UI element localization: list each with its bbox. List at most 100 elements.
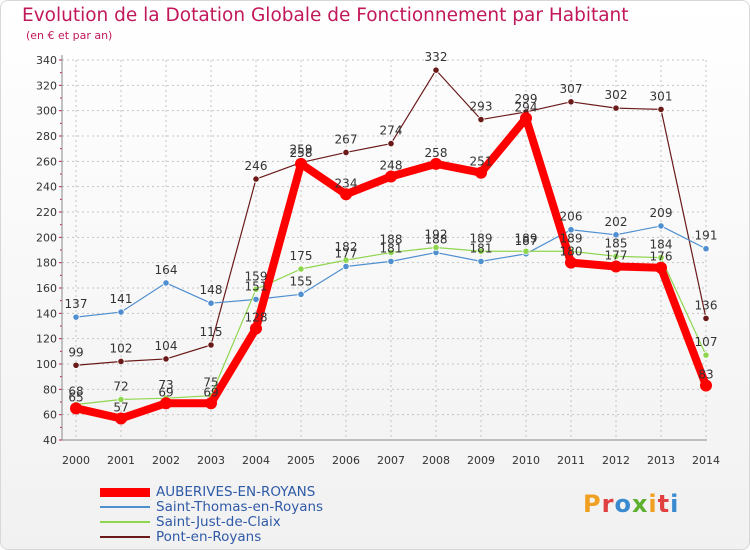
logo-letter: i	[670, 490, 680, 518]
data-point	[655, 261, 667, 274]
legend-swatch-saint-just	[100, 521, 150, 523]
x-tick-label: 2003	[197, 454, 225, 467]
series-layer	[70, 66, 712, 425]
series-auberives	[70, 112, 712, 425]
data-point	[657, 254, 665, 262]
data-label: 189	[470, 231, 493, 245]
data-point	[252, 175, 260, 183]
x-tick-label: 2004	[242, 454, 270, 467]
data-label: 301	[650, 89, 673, 103]
y-tick-label: 160	[36, 282, 57, 295]
data-label: 148	[200, 283, 223, 297]
data-label: 267	[335, 132, 358, 146]
data-label: 332	[425, 50, 448, 64]
data-point	[252, 295, 260, 303]
logo-letter: o	[614, 490, 632, 518]
data-point	[477, 115, 485, 124]
data-point	[702, 314, 710, 322]
data-label: 299	[515, 92, 538, 106]
data-label: 104	[155, 339, 178, 353]
y-tick-label: 220	[36, 206, 57, 219]
data-label: 155	[290, 274, 313, 288]
data-label: 302	[605, 88, 628, 102]
data-label: 188	[380, 233, 403, 247]
y-tick-label: 200	[36, 231, 57, 244]
data-label: 206	[560, 210, 583, 224]
legend-label-pont: Pont-en-Royans	[156, 529, 262, 545]
y-tick-label: 100	[36, 358, 57, 371]
data-label: 246	[245, 159, 268, 173]
data-point	[430, 157, 442, 170]
data-label: 176	[650, 250, 673, 264]
data-point	[612, 252, 620, 260]
data-label: 73	[158, 378, 173, 392]
data-label: 57	[113, 400, 128, 414]
data-point	[612, 104, 620, 112]
y-tick-label: 180	[36, 257, 57, 270]
data-label: 180	[560, 245, 583, 259]
data-point	[117, 395, 125, 404]
data-point	[72, 361, 80, 369]
data-label: 72	[113, 379, 128, 393]
data-point	[477, 247, 485, 255]
data-point	[72, 313, 80, 321]
data-label: 151	[245, 279, 268, 293]
data-label: 184	[650, 238, 673, 252]
legend-swatch-auberives	[100, 488, 150, 497]
data-point	[70, 402, 82, 415]
data-point	[385, 170, 397, 183]
data-label: 164	[155, 263, 178, 277]
x-tick-label: 2002	[152, 454, 180, 467]
data-point	[387, 140, 395, 148]
data-point	[702, 351, 710, 359]
data-point	[522, 247, 530, 255]
data-label: 181	[470, 241, 493, 255]
data-label: 187	[515, 234, 538, 248]
data-label: 191	[695, 229, 718, 243]
data-point	[115, 412, 127, 425]
x-tick-label: 2005	[287, 454, 315, 467]
data-label: 181	[380, 241, 403, 255]
y-tick-label: 240	[36, 181, 57, 194]
x-tick-label: 2006	[332, 454, 360, 467]
x-tick-label: 2007	[377, 454, 405, 467]
logo-letter: x	[631, 490, 649, 518]
data-label: 248	[380, 159, 403, 173]
data-label: 137	[65, 297, 88, 311]
y-tick-label: 320	[36, 79, 57, 92]
x-tick-label: 2000	[62, 454, 90, 467]
data-point	[475, 166, 487, 179]
data-label: 258	[290, 146, 313, 160]
data-label: 258	[425, 146, 448, 160]
data-label: 192	[425, 227, 448, 241]
data-label: 189	[560, 231, 583, 245]
data-point	[520, 112, 532, 125]
data-label: 69	[158, 385, 173, 399]
logo-letter: r	[601, 490, 615, 518]
data-label: 177	[605, 248, 628, 262]
y-tick-label: 140	[36, 307, 57, 320]
data-point	[657, 222, 665, 230]
logo-letter: t	[657, 490, 671, 518]
data-point	[565, 256, 577, 269]
data-label: 177	[335, 246, 358, 260]
axis-layer: 40 60 80 100 120 140 160 180 200 220 240 260 280 300 3…	[36, 54, 720, 467]
data-label: 188	[425, 233, 448, 247]
data-point	[657, 105, 665, 114]
data-label: 115	[200, 325, 223, 339]
data-point	[340, 188, 352, 201]
data-label: 99	[68, 345, 83, 359]
data-point	[432, 66, 440, 74]
data-point	[610, 260, 622, 273]
legend-swatch-saint-thomas	[100, 506, 150, 508]
data-point	[252, 285, 260, 293]
data-label: 209	[650, 206, 673, 220]
data-point	[207, 299, 215, 307]
x-tick-label: 2014	[692, 454, 720, 467]
data-point	[342, 256, 350, 264]
data-label: 102	[110, 341, 133, 355]
data-point	[567, 226, 575, 234]
chart-subtitle: (en € et par an)	[26, 29, 113, 42]
data-point	[250, 322, 262, 335]
series-saint-thomas	[72, 222, 710, 321]
